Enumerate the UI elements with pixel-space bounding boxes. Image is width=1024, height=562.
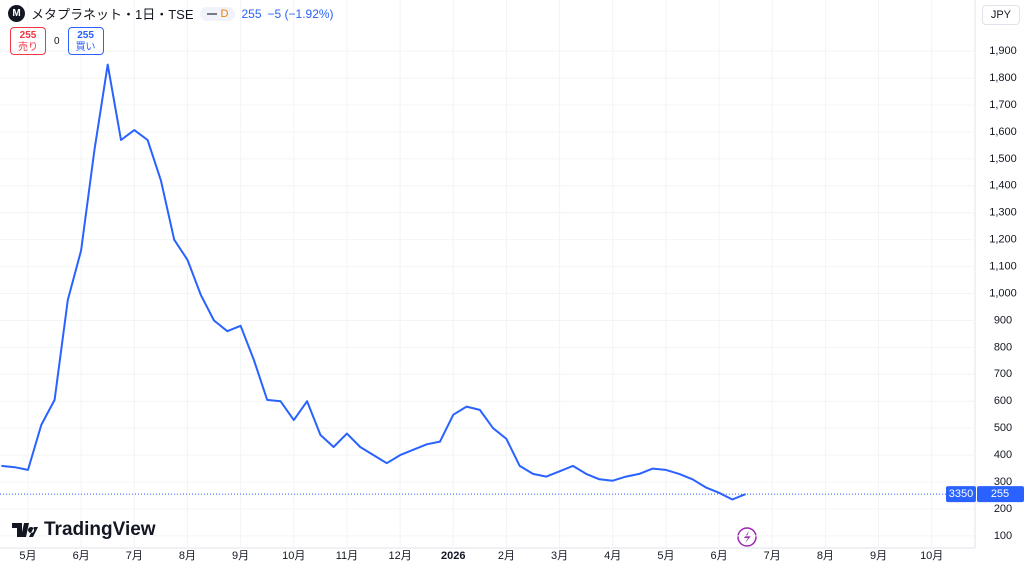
x-tick-label: 9月 bbox=[232, 550, 249, 562]
x-tick-label: 11月 bbox=[336, 550, 358, 562]
y-tick-label: 600 bbox=[994, 395, 1012, 407]
last-price: 255 bbox=[241, 6, 262, 21]
x-tick-label: 10月 bbox=[920, 550, 943, 562]
x-tick-label: 8月 bbox=[179, 550, 196, 562]
brand-logo bbox=[12, 523, 38, 537]
brand-name: TradingView bbox=[44, 519, 156, 540]
price-badge-bg bbox=[946, 486, 976, 503]
y-tick-label: 200 bbox=[994, 503, 1012, 515]
x-tick-label: 5月 bbox=[657, 550, 674, 562]
buy-label: 買い bbox=[75, 42, 96, 53]
price-line bbox=[1, 63, 746, 501]
x-tick-label: 9月 bbox=[870, 550, 887, 562]
y-tick-label: 100 bbox=[994, 530, 1012, 542]
y-tick-label: 900 bbox=[994, 314, 1012, 326]
badge: D bbox=[220, 7, 229, 20]
y-tick-label: 1,900 bbox=[989, 45, 1017, 57]
sell-label: 売り bbox=[18, 42, 38, 53]
change: −5 (−1.92%) bbox=[267, 6, 334, 21]
x-tick-label: 12月 bbox=[388, 550, 411, 562]
spread: 0 bbox=[54, 35, 60, 47]
buy-button[interactable]: 255 買い bbox=[67, 27, 104, 55]
y-tick-label: 1,800 bbox=[989, 72, 1017, 84]
x-tick-label: 3月 bbox=[551, 550, 568, 562]
y-tick-label: 1,700 bbox=[989, 99, 1017, 111]
x-tick-label: 2月 bbox=[498, 550, 515, 562]
y-tick-label: 1,600 bbox=[989, 126, 1017, 138]
y-tick-label: 1,400 bbox=[989, 180, 1017, 192]
symbol-logo: M bbox=[8, 5, 25, 22]
x-tick-label: 7月 bbox=[764, 550, 781, 562]
y-tick-label: 400 bbox=[994, 449, 1012, 461]
y-tick-label: 1,000 bbox=[989, 287, 1017, 299]
x-tick-label: 10月 bbox=[282, 550, 305, 562]
y-tick-label: 800 bbox=[994, 341, 1012, 353]
status-badge[interactable]: D bbox=[199, 6, 236, 21]
x-tick-label: 6月 bbox=[73, 550, 90, 562]
x-tick-label: 4月 bbox=[604, 550, 621, 562]
event-icon-bolt bbox=[744, 531, 751, 543]
buy-price: 255 bbox=[77, 30, 94, 41]
price-badge: 3350 bbox=[949, 488, 973, 500]
last-price-label: 255 bbox=[991, 488, 1009, 500]
y-tick-label: 500 bbox=[994, 422, 1012, 434]
brand: TradingView bbox=[12, 519, 156, 541]
y-tick-label: 1,200 bbox=[989, 234, 1017, 246]
sell-price: 255 bbox=[19, 30, 37, 41]
x-tick-label: 8月 bbox=[817, 550, 834, 562]
y-tick-label: 1,500 bbox=[989, 153, 1017, 165]
x-tick-label: 6月 bbox=[710, 550, 727, 562]
y-tick-label: 1,100 bbox=[989, 261, 1017, 273]
y-tick-label: 300 bbox=[994, 476, 1012, 488]
x-tick-label: 2026 bbox=[441, 550, 465, 562]
symbol[interactable]: メタプラネット・1日・TSE bbox=[31, 7, 194, 22]
y-tick-label: 700 bbox=[994, 368, 1012, 380]
currency-button[interactable]: JPY bbox=[981, 5, 1020, 25]
x-tick-label: 7月 bbox=[126, 550, 143, 562]
order-panel: 255 売り 0 255 買い bbox=[10, 27, 104, 55]
x-tick-label: 5月 bbox=[19, 550, 36, 562]
sell-button[interactable]: 255 売り bbox=[10, 27, 46, 55]
y-tick-label: 1,300 bbox=[989, 207, 1017, 219]
last-price-badge-bg bbox=[977, 486, 1024, 503]
header: M メタプラネット・1日・TSE D 255 −5 (−1.92%) bbox=[8, 4, 334, 23]
